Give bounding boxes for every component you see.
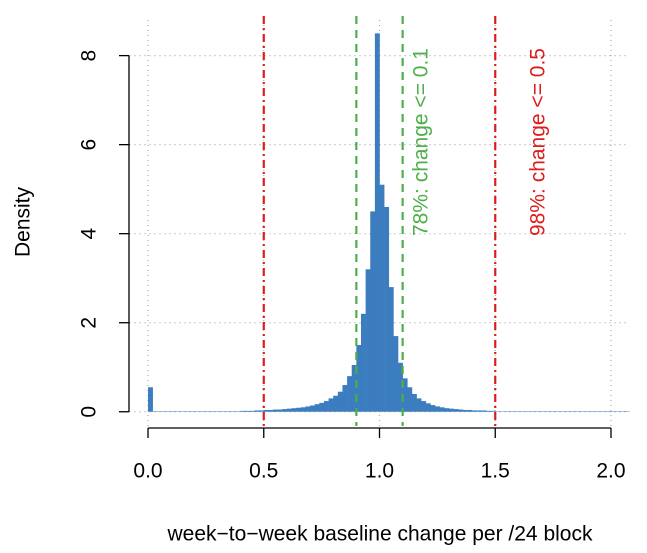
bar xyxy=(398,362,403,412)
bar xyxy=(259,410,265,412)
bar xyxy=(448,408,454,412)
bar xyxy=(439,407,445,412)
bar xyxy=(268,409,274,412)
y-tick-label: 8 xyxy=(78,50,101,62)
bar xyxy=(337,391,343,412)
bar xyxy=(347,376,353,412)
bar xyxy=(319,402,325,412)
bar xyxy=(254,410,260,412)
x-axis-label: week−to−week baseline change per /24 blo… xyxy=(167,523,593,546)
bar xyxy=(356,344,362,412)
bar xyxy=(458,409,464,412)
bar xyxy=(407,387,413,412)
bar xyxy=(490,410,496,412)
bar xyxy=(310,405,315,412)
y-tick-label: 0 xyxy=(78,406,101,418)
bar xyxy=(360,313,366,412)
bar xyxy=(425,403,431,412)
x-tick-label: 0.5 xyxy=(249,460,278,483)
bar xyxy=(370,211,376,412)
x-tick-label: 1.5 xyxy=(481,460,510,483)
x-tick-label: 2.0 xyxy=(596,460,625,483)
bar xyxy=(374,33,380,412)
bar xyxy=(402,378,408,412)
bar xyxy=(342,385,348,412)
bar xyxy=(444,408,450,412)
bar xyxy=(351,365,357,412)
bar xyxy=(481,410,487,412)
bar xyxy=(328,398,334,412)
bar xyxy=(462,409,468,412)
bar xyxy=(314,404,320,412)
bar xyxy=(416,398,422,412)
bar xyxy=(421,401,427,412)
bar xyxy=(393,336,399,412)
bar xyxy=(485,410,491,412)
bar xyxy=(430,405,436,412)
bar xyxy=(286,408,292,412)
bar xyxy=(384,206,390,412)
bar xyxy=(388,287,394,412)
y-tick-label: 2 xyxy=(78,317,101,329)
bar xyxy=(365,269,371,412)
bar xyxy=(333,395,339,412)
y-tick-label: 6 xyxy=(78,139,101,151)
y-axis-label: Density xyxy=(12,186,35,257)
bar xyxy=(291,408,297,412)
bar xyxy=(411,393,417,412)
bar xyxy=(323,401,329,412)
annotation: 78%: change <= 0.1 xyxy=(410,48,433,236)
bar xyxy=(467,409,473,412)
bar xyxy=(245,410,251,412)
bar xyxy=(249,410,255,412)
bar xyxy=(305,406,311,412)
bar xyxy=(273,409,278,412)
x-tick-label: 1.0 xyxy=(365,460,394,483)
bar xyxy=(148,387,153,412)
bar xyxy=(263,409,269,412)
bar xyxy=(453,409,459,412)
x-tick-label: 0.0 xyxy=(133,460,162,483)
bar xyxy=(296,407,302,412)
bar xyxy=(240,410,246,412)
bar xyxy=(277,409,283,412)
bar xyxy=(476,410,482,412)
bar xyxy=(379,184,385,412)
bar xyxy=(472,410,478,412)
annotation: 98%: change <= 0.5 xyxy=(527,48,550,236)
y-tick-label: 4 xyxy=(78,228,101,240)
bar xyxy=(300,407,306,412)
bar xyxy=(435,406,440,412)
bar xyxy=(282,409,288,412)
